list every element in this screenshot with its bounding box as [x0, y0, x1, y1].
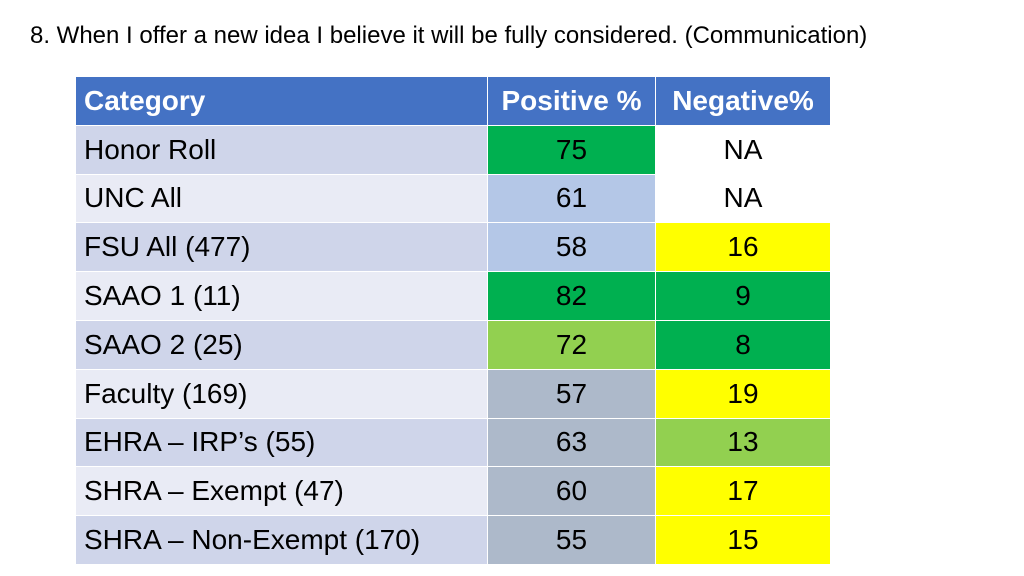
- positive-cell: 60: [488, 467, 656, 516]
- category-cell: SAAO 1 (11): [76, 272, 488, 320]
- category-cell: EHRA – IRP’s (55): [76, 418, 488, 467]
- table-row: SHRA – Non-Exempt (170) 55 15: [76, 516, 830, 565]
- results-table: Category Positive % Negative% Honor Roll…: [76, 77, 830, 565]
- negative-cell: 15: [656, 516, 830, 564]
- positive-cell: 72: [488, 320, 656, 369]
- table-row: SAAO 2 (25) 72 8: [76, 320, 830, 370]
- table-body: Honor Roll 75 NA UNC All 61 NA FSU All (477) 58…: [76, 125, 830, 565]
- positive-cell: 75: [488, 125, 656, 174]
- table-row: FSU All (477) 58 16: [76, 223, 830, 273]
- header-positive: Positive %: [488, 77, 656, 125]
- category-cell: UNC All: [76, 174, 488, 223]
- negative-cell: 19: [656, 369, 830, 418]
- header-negative: Negative%: [656, 77, 830, 125]
- negative-cell: NA: [656, 174, 830, 223]
- table-row: Faculty (169) 57 19: [76, 369, 830, 419]
- table-row: SHRA – Exempt (47) 60 17: [76, 467, 830, 517]
- table-row: SAAO 1 (11) 82 9: [76, 272, 830, 321]
- positive-cell: 63: [488, 418, 656, 467]
- category-cell: Faculty (169): [76, 369, 488, 418]
- negative-cell: 17: [656, 467, 830, 516]
- slide-title: 8. When I offer a new idea I believe it …: [30, 22, 868, 49]
- positive-cell: 58: [488, 223, 656, 272]
- category-cell: FSU All (477): [76, 223, 488, 272]
- positive-cell: 55: [488, 516, 656, 564]
- table-row: EHRA – IRP’s (55) 63 13: [76, 418, 830, 468]
- category-cell: SHRA – Non-Exempt (170): [76, 516, 488, 564]
- category-cell: SAAO 2 (25): [76, 320, 488, 369]
- negative-cell: 8: [656, 320, 830, 369]
- category-cell: Honor Roll: [76, 125, 488, 174]
- positive-cell: 61: [488, 174, 656, 223]
- negative-cell: NA: [656, 125, 830, 174]
- category-cell: SHRA – Exempt (47): [76, 467, 488, 516]
- negative-cell: 16: [656, 223, 830, 272]
- negative-cell: 13: [656, 418, 830, 467]
- negative-cell: 9: [656, 272, 830, 320]
- positive-cell: 82: [488, 272, 656, 320]
- header-category: Category: [76, 77, 488, 125]
- table-row: Honor Roll 75 NA: [76, 125, 830, 175]
- table-header-row: Category Positive % Negative%: [76, 77, 830, 126]
- table-row: UNC All 61 NA: [76, 174, 830, 224]
- positive-cell: 57: [488, 369, 656, 418]
